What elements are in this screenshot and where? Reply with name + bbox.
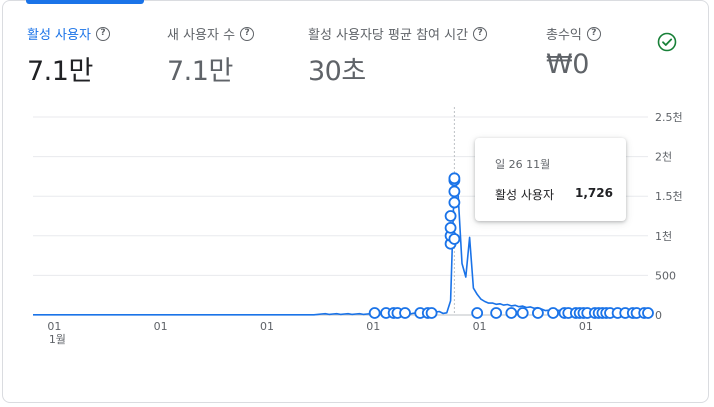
x-tick-label: 01 — [154, 320, 168, 333]
metric-avg-engagement-time[interactable]: 활성 사용자당 평균 참여 시간 ? 30초 — [308, 24, 488, 88]
y-tick-label: 1.5천 — [655, 189, 683, 203]
tooltip-metric: 활성 사용자 — [495, 188, 555, 202]
x-tick-label: 01 — [579, 320, 593, 333]
tooltip-date: 일 26 11월 — [495, 158, 551, 171]
anomaly-point — [471, 307, 484, 319]
anomaly-point — [516, 307, 529, 319]
tooltip-value: 1,726 — [575, 186, 613, 200]
y-tick-label: 1천 — [655, 229, 672, 243]
help-icon[interactable]: ? — [473, 26, 488, 41]
anomaly-point — [444, 221, 457, 234]
anomaly-point — [448, 196, 461, 209]
x-tick-label: 01 — [260, 320, 274, 333]
anomaly-point — [444, 210, 457, 222]
metric-new-users[interactable]: 새 사용자 수 ? 7.1만 — [167, 24, 255, 88]
anomaly-point — [505, 307, 518, 319]
anomaly-point — [399, 307, 411, 319]
anomaly-point — [547, 307, 559, 319]
anomaly-point — [642, 307, 654, 319]
y-tick-label: 2.5천 — [655, 110, 683, 124]
metric-label: 활성 사용자 — [27, 28, 91, 43]
anomaly-point — [448, 185, 461, 198]
anomaly-point — [490, 307, 503, 319]
metric-value: 7.1만 — [27, 56, 93, 87]
active-tab-indicator — [26, 0, 144, 4]
metric-value: 30초 — [308, 56, 366, 87]
help-icon[interactable]: ? — [95, 26, 110, 41]
x-tick-label: 01 — [366, 320, 380, 333]
series-line-active-users — [33, 177, 649, 316]
y-tick-label: 0 — [655, 309, 662, 322]
anomaly-point — [448, 172, 461, 185]
y-tick-label: 500 — [655, 269, 676, 282]
metric-total-revenue[interactable]: 총수익 ? ₩0 — [546, 24, 601, 80]
x-tick-sublabel: 1월 — [49, 333, 66, 346]
anomaly-point — [448, 233, 461, 245]
help-icon[interactable]: ? — [586, 26, 601, 41]
anomaly-point — [368, 307, 381, 319]
metric-label: 새 사용자 수 — [167, 28, 236, 43]
metric-value: 7.1만 — [167, 56, 233, 87]
x-tick-label: 01 — [473, 320, 487, 333]
metric-active-users[interactable]: 활성 사용자 ? 7.1만 — [27, 24, 110, 88]
y-tick-label: 2천 — [655, 150, 672, 164]
check-circle-icon[interactable] — [657, 32, 677, 52]
x-tick-label: 01 — [47, 320, 61, 333]
anomaly-point — [425, 307, 438, 319]
chart-tooltip: 일 26 11월 활성 사용자 1,726 — [475, 138, 626, 221]
help-icon[interactable]: ? — [240, 26, 255, 41]
metric-label: 활성 사용자당 평균 참여 시간 — [308, 28, 469, 43]
anomaly-point — [532, 307, 544, 319]
metric-value: ₩0 — [546, 49, 589, 80]
metric-label: 총수익 — [546, 28, 582, 43]
